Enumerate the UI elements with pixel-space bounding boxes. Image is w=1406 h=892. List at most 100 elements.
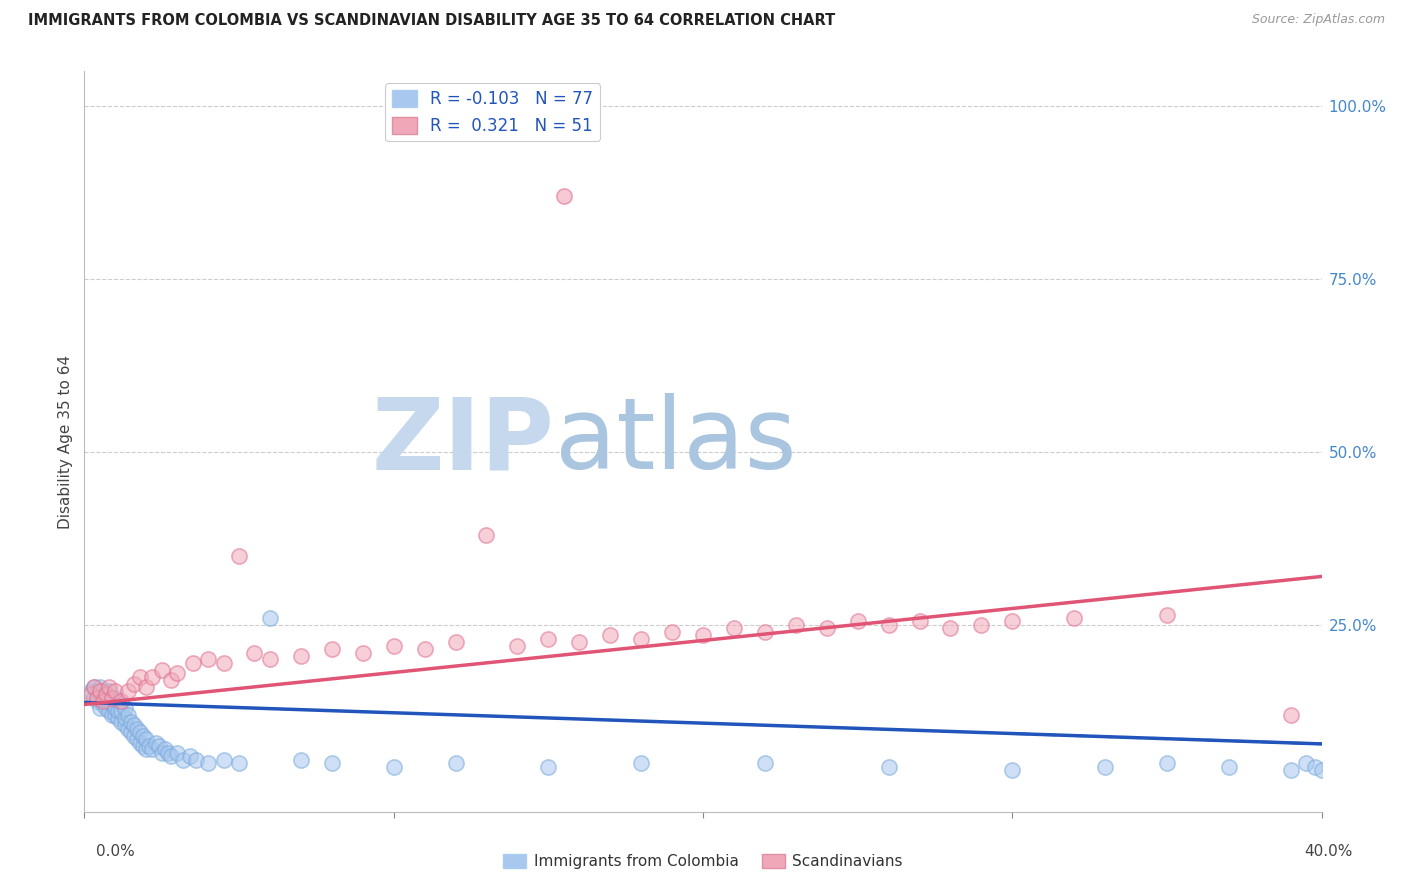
Point xyxy=(228,756,250,771)
Point xyxy=(89,701,111,715)
Point xyxy=(228,549,250,563)
Point xyxy=(506,639,529,653)
Point xyxy=(79,687,101,701)
Point xyxy=(1094,760,1116,774)
Point xyxy=(444,756,467,771)
Point xyxy=(98,694,121,708)
Point xyxy=(150,746,173,760)
Point xyxy=(135,742,157,756)
Text: 0.0%: 0.0% xyxy=(96,845,135,859)
Point xyxy=(166,746,188,760)
Point xyxy=(156,746,179,760)
Point xyxy=(129,670,152,684)
Text: IMMIGRANTS FROM COLOMBIA VS SCANDINAVIAN DISABILITY AGE 35 TO 64 CORRELATION CHA: IMMIGRANTS FROM COLOMBIA VS SCANDINAVIAN… xyxy=(28,13,835,29)
Point xyxy=(537,632,560,646)
Point xyxy=(120,714,142,729)
Point xyxy=(754,624,776,639)
Point xyxy=(630,756,652,771)
Point xyxy=(83,680,105,694)
Point xyxy=(172,753,194,767)
Point xyxy=(114,711,136,725)
Point xyxy=(785,618,807,632)
Legend: Immigrants from Colombia, Scandinavians: Immigrants from Colombia, Scandinavians xyxy=(498,848,908,875)
Point xyxy=(83,680,105,694)
Point xyxy=(107,694,129,708)
Point xyxy=(89,680,111,694)
Point xyxy=(181,656,204,670)
Point xyxy=(444,635,467,649)
Point xyxy=(145,735,167,749)
Point xyxy=(129,725,152,739)
Point xyxy=(132,739,155,753)
Point xyxy=(79,683,101,698)
Point xyxy=(141,670,163,684)
Point xyxy=(212,656,235,670)
Point xyxy=(91,690,114,705)
Point xyxy=(1310,763,1333,777)
Point xyxy=(630,632,652,646)
Point xyxy=(290,753,312,767)
Text: Source: ZipAtlas.com: Source: ZipAtlas.com xyxy=(1251,13,1385,27)
Point xyxy=(352,646,374,660)
Point xyxy=(122,718,145,732)
Point xyxy=(114,718,136,732)
Point xyxy=(1279,707,1302,722)
Point xyxy=(877,760,900,774)
Point xyxy=(101,698,124,712)
Point xyxy=(117,707,139,722)
Point xyxy=(692,628,714,642)
Point xyxy=(110,694,132,708)
Point xyxy=(568,635,591,649)
Point xyxy=(89,683,111,698)
Point xyxy=(160,749,183,764)
Point xyxy=(160,673,183,688)
Point xyxy=(122,676,145,690)
Point xyxy=(1218,760,1240,774)
Point xyxy=(104,701,127,715)
Point xyxy=(98,683,121,698)
Point xyxy=(1305,760,1327,774)
Y-axis label: Disability Age 35 to 64: Disability Age 35 to 64 xyxy=(58,354,73,529)
Point xyxy=(114,701,136,715)
Point xyxy=(939,621,962,635)
Point xyxy=(970,618,993,632)
Point xyxy=(243,646,266,660)
Point xyxy=(101,690,124,705)
Point xyxy=(104,690,127,705)
Point xyxy=(1279,763,1302,777)
Point xyxy=(815,621,838,635)
Legend: R = -0.103   N = 77, R =  0.321   N = 51: R = -0.103 N = 77, R = 0.321 N = 51 xyxy=(385,83,600,142)
Point xyxy=(141,742,163,756)
Point xyxy=(908,615,931,629)
Point xyxy=(104,683,127,698)
Text: 40.0%: 40.0% xyxy=(1305,845,1353,859)
Point xyxy=(553,189,575,203)
Point xyxy=(1156,607,1178,622)
Point xyxy=(125,722,148,736)
Point xyxy=(101,690,124,705)
Point xyxy=(212,753,235,767)
Point xyxy=(321,756,343,771)
Point xyxy=(537,760,560,774)
Point xyxy=(150,663,173,677)
Point xyxy=(382,760,405,774)
Point xyxy=(197,756,219,771)
Point xyxy=(1295,756,1317,771)
Point xyxy=(382,639,405,653)
Point xyxy=(101,707,124,722)
Point xyxy=(179,749,201,764)
Point xyxy=(94,687,117,701)
Point xyxy=(723,621,745,635)
Point xyxy=(86,690,108,705)
Point xyxy=(148,739,170,753)
Point xyxy=(98,705,121,719)
Point xyxy=(107,705,129,719)
Point xyxy=(259,652,281,666)
Point xyxy=(110,705,132,719)
Text: ZIP: ZIP xyxy=(371,393,554,490)
Point xyxy=(98,680,121,694)
Point xyxy=(86,683,108,698)
Point xyxy=(846,615,869,629)
Point xyxy=(104,707,127,722)
Point xyxy=(661,624,683,639)
